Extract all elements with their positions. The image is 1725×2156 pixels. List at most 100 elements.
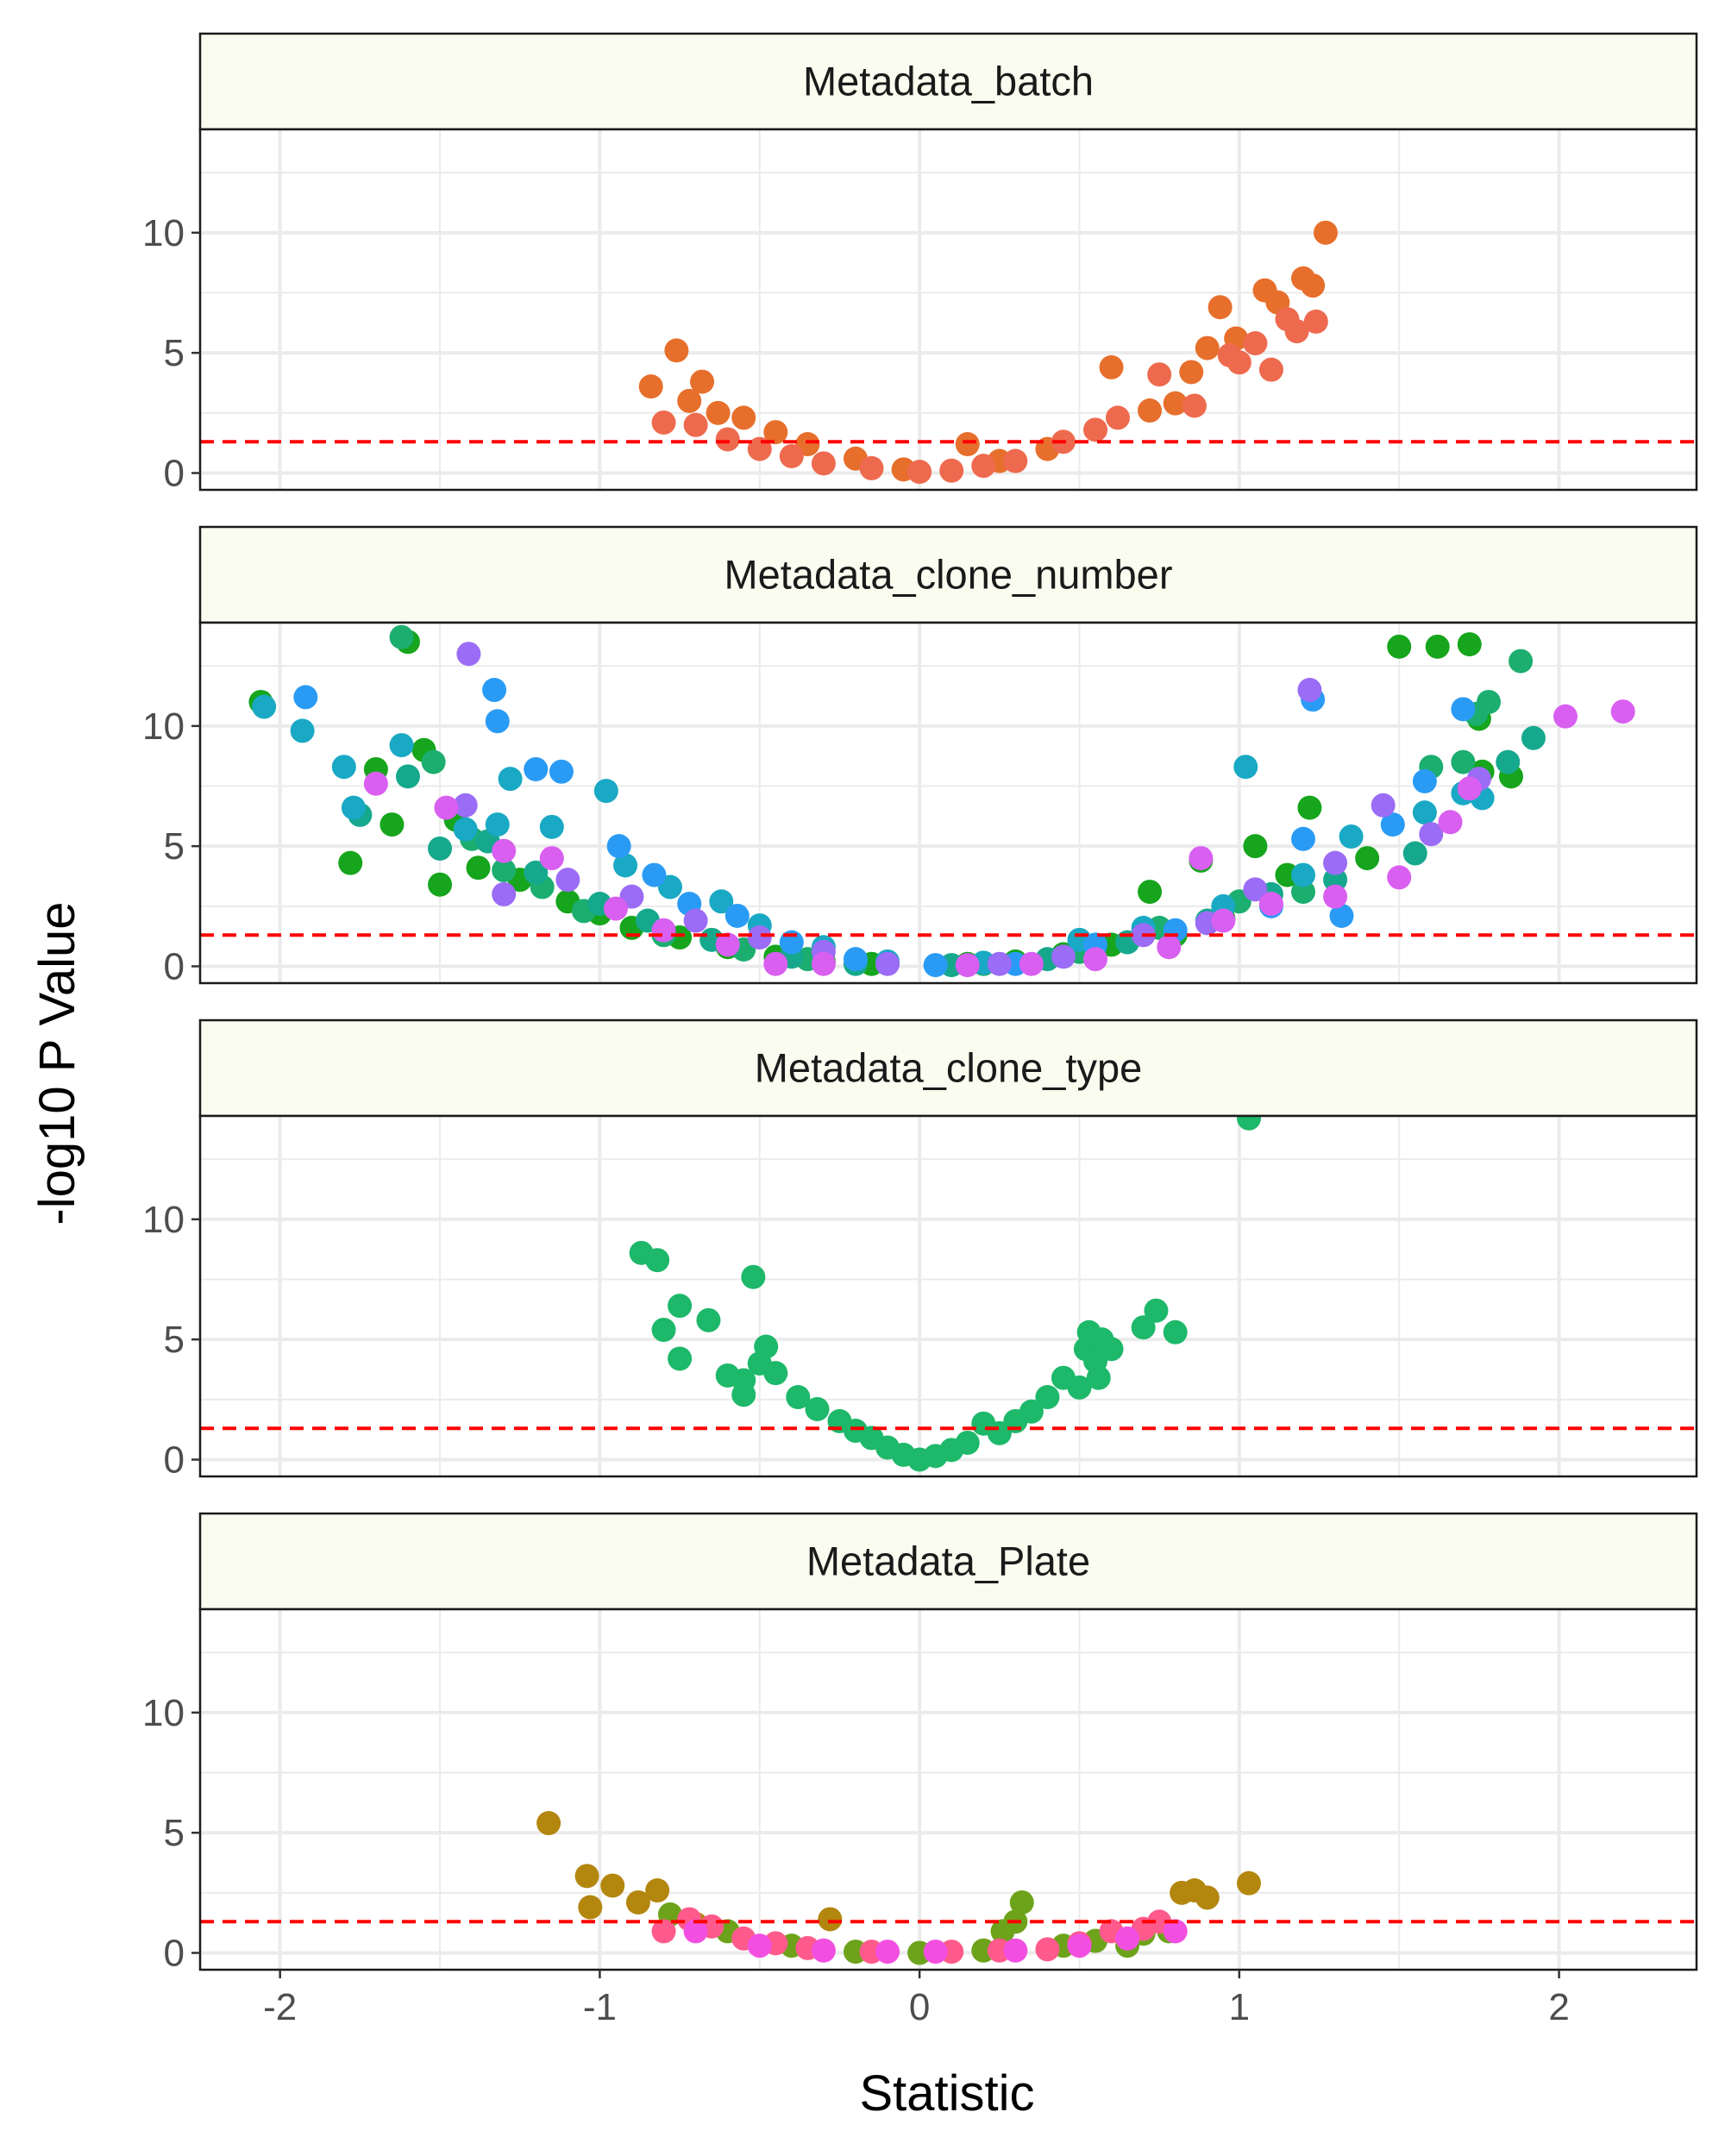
data-point — [1164, 1320, 1188, 1344]
data-point — [806, 1397, 830, 1421]
y-tick-label: 0 — [164, 945, 185, 987]
facet-panel: Metadata_clone_number 0 5 10 — [142, 527, 1697, 987]
data-point — [594, 779, 618, 803]
data-point — [1243, 331, 1267, 355]
data-point — [1355, 846, 1379, 870]
data-point — [1426, 635, 1450, 659]
data-point — [486, 812, 510, 837]
data-point — [924, 1940, 948, 1964]
data-point — [1496, 750, 1520, 774]
data-point — [1106, 405, 1130, 429]
data-point — [971, 454, 995, 478]
data-point — [1291, 827, 1315, 851]
data-point — [645, 1248, 669, 1272]
data-point — [422, 750, 446, 774]
data-point — [812, 1939, 836, 1963]
data-point — [696, 1308, 720, 1332]
data-point — [482, 678, 506, 702]
data-point — [600, 1873, 624, 1897]
y-tick-label: 0 — [164, 1932, 185, 1974]
data-point — [524, 757, 548, 781]
y-tick-label: 0 — [164, 452, 185, 494]
data-point — [1179, 360, 1203, 384]
data-point — [668, 1294, 692, 1318]
data-point — [652, 411, 676, 435]
data-point — [1144, 1299, 1168, 1323]
y-tick-label: 10 — [142, 1692, 185, 1734]
data-point — [1035, 1937, 1059, 1961]
data-point — [725, 904, 750, 928]
x-axis-title: Statistic — [859, 2065, 1034, 2122]
data-point — [1458, 776, 1482, 800]
data-point — [1301, 273, 1325, 298]
data-point — [1003, 449, 1027, 473]
data-point — [380, 812, 404, 837]
data-point — [1371, 793, 1396, 818]
data-point — [555, 868, 580, 892]
data-point — [1083, 417, 1107, 442]
data-point — [1138, 880, 1162, 904]
data-point — [338, 851, 362, 875]
data-point — [1521, 726, 1546, 750]
data-point — [1067, 1934, 1091, 1958]
data-point — [364, 772, 388, 796]
data-point — [642, 863, 666, 887]
data-point — [1439, 810, 1463, 834]
data-point — [1083, 947, 1107, 971]
data-point — [1100, 355, 1124, 379]
data-point — [668, 1346, 692, 1370]
data-point — [812, 952, 836, 976]
data-point — [1509, 649, 1533, 674]
data-point — [486, 709, 510, 733]
data-point — [1208, 295, 1233, 319]
data-point — [492, 839, 516, 863]
data-point — [684, 413, 708, 437]
data-point — [956, 953, 980, 977]
data-point — [875, 952, 900, 976]
x-tick-label: 1 — [1229, 1986, 1250, 2028]
data-point — [706, 401, 731, 425]
data-point — [575, 1864, 599, 1888]
data-point — [428, 873, 452, 897]
y-tick-label: 5 — [164, 332, 185, 374]
data-point — [860, 456, 884, 480]
data-point — [1087, 1366, 1111, 1390]
data-point — [1211, 909, 1235, 933]
data-point — [1195, 336, 1220, 360]
data-point — [716, 427, 740, 451]
data-point — [1323, 851, 1347, 875]
data-point — [291, 718, 315, 743]
y-tick-label: 5 — [164, 1812, 185, 1854]
data-point — [536, 1811, 561, 1835]
y-tick-label: 10 — [142, 212, 185, 254]
data-point — [1182, 393, 1207, 417]
data-point — [939, 459, 963, 483]
data-point — [1019, 952, 1044, 976]
x-tick-label: -1 — [583, 1986, 617, 2028]
data-point — [578, 1896, 602, 1920]
data-point — [763, 952, 787, 976]
y-tick-label: 10 — [142, 1199, 185, 1241]
data-point — [1297, 796, 1321, 820]
data-point — [907, 460, 932, 484]
y-tick-label: 5 — [164, 1319, 185, 1361]
data-point — [812, 451, 836, 475]
data-point — [540, 815, 564, 839]
data-point — [252, 695, 276, 719]
x-tick-label: 0 — [909, 1986, 930, 2028]
data-point — [1297, 678, 1321, 702]
data-point — [875, 1940, 900, 1964]
data-point — [956, 432, 980, 456]
data-point — [1237, 1871, 1261, 1896]
data-point — [540, 846, 564, 870]
data-point — [1458, 632, 1482, 656]
data-point — [844, 947, 868, 971]
data-point — [342, 796, 366, 820]
data-point — [1115, 1927, 1139, 1951]
facet-strip-label: Metadata_Plate — [806, 1539, 1090, 1584]
facet-panel: Metadata_clone_type0510 — [142, 1020, 1697, 1481]
data-point — [1387, 635, 1411, 659]
data-point — [1157, 935, 1181, 959]
y-tick-label: 10 — [142, 705, 185, 748]
facet-panel: Metadata_Plate 0 5 10 — [142, 1514, 1697, 1974]
